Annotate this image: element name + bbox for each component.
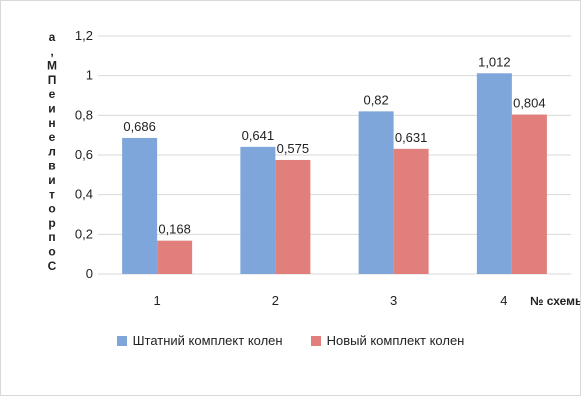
bar [240, 146, 276, 274]
legend-label: Новый комплект колен [326, 333, 465, 348]
data-label: 0,168 [158, 222, 191, 237]
x-axis-ticks: 1 2 3 4 [154, 293, 508, 308]
x-tick-label: 3 [390, 293, 397, 308]
bar [511, 114, 547, 274]
data-label: 1,012 [478, 54, 511, 69]
bar [393, 148, 429, 274]
bar [122, 137, 158, 274]
data-label: 0,631 [395, 130, 428, 145]
x-tick-label: 4 [500, 293, 507, 308]
legend-item: Новый комплект колен [310, 333, 465, 348]
y-tick-label: 0,2 [75, 226, 93, 241]
legend-label: Штатний комплект колен [132, 333, 283, 348]
data-label: 0,804 [513, 96, 546, 111]
data-label: 0,82 [363, 92, 388, 107]
bar [358, 111, 394, 274]
legend: Штатний комплект колен Новый комплект кол… [1, 333, 580, 349]
x-tick-label: 1 [154, 293, 161, 308]
data-label: 0,641 [242, 128, 275, 143]
bar [275, 159, 311, 274]
data-label: 0,686 [123, 119, 156, 134]
bar [476, 73, 512, 274]
bar-chart: 00,20,40,60,811,2 0,6860,1680,6410,5750,… [47, 28, 580, 308]
legend-swatch [116, 335, 127, 346]
bars [122, 73, 547, 274]
x-tick-label: 2 [272, 293, 279, 308]
x-axis-label: № схемы [530, 294, 580, 308]
y-tick-label: 0,8 [75, 107, 93, 122]
legend-item: Штатний комплект колен [116, 333, 283, 348]
gridlines [98, 35, 571, 275]
bar [157, 240, 193, 274]
y-axis-ticks: 0 0,2 0,4 0,6 0,8 1 1,2 [75, 28, 93, 281]
y-tick-label: 1 [86, 68, 93, 83]
y-tick-label: 0,6 [75, 147, 93, 162]
legend-swatch [310, 335, 321, 346]
data-label: 0,575 [277, 141, 310, 156]
y-tick-label: 1,2 [75, 28, 93, 43]
y-tick-label: 0,4 [75, 187, 93, 202]
y-tick-label: 0 [86, 266, 93, 281]
